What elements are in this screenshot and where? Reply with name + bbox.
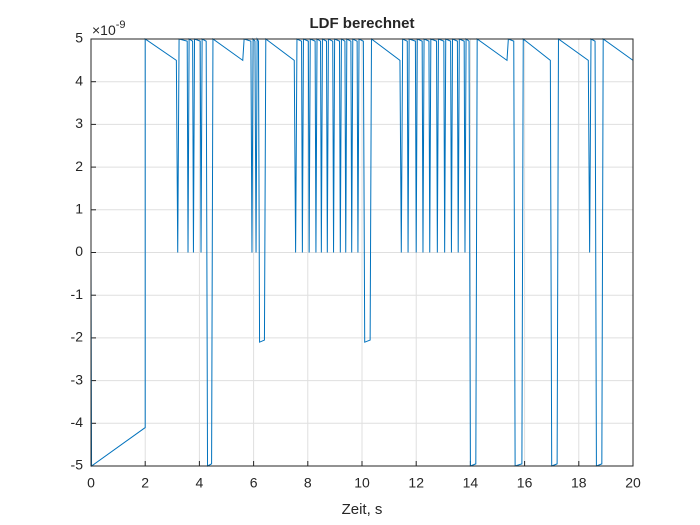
x-tick-label: 8: [304, 475, 312, 491]
y-tick-label: -1: [71, 286, 84, 302]
x-tick-label: 0: [87, 475, 95, 491]
y-tick-label: 3: [75, 115, 83, 131]
x-tick-label: 6: [250, 475, 258, 491]
y-exponent: ×10-9: [92, 19, 126, 38]
y-tick-label: 0: [75, 243, 83, 259]
x-tick-label: 12: [408, 475, 424, 491]
x-tick-label: 14: [463, 475, 479, 491]
x-tick-label: 20: [625, 475, 641, 491]
y-tick-label: 4: [75, 72, 83, 88]
y-exponent-power: -9: [116, 19, 126, 31]
y-tick-label: -2: [71, 329, 84, 345]
x-tick-label: 16: [517, 475, 533, 491]
chart-title: LDF berechnet: [309, 15, 414, 32]
x-tick-label: 2: [141, 475, 149, 491]
y-tick-label: -3: [71, 371, 84, 387]
y-tick-label: 5: [75, 30, 83, 46]
x-axis-label: Zeit, s: [342, 501, 383, 518]
y-exponent-base: ×10: [92, 22, 116, 38]
x-tick-label: 18: [571, 475, 587, 491]
y-tick-label: 1: [75, 201, 83, 217]
y-tick-label: 2: [75, 158, 83, 174]
y-tick-label: -4: [71, 414, 84, 430]
y-tick-label: -5: [71, 457, 84, 473]
axes-box: [90, 38, 634, 467]
x-tick-label: 10: [354, 475, 370, 491]
x-tick-label: 4: [196, 475, 204, 491]
